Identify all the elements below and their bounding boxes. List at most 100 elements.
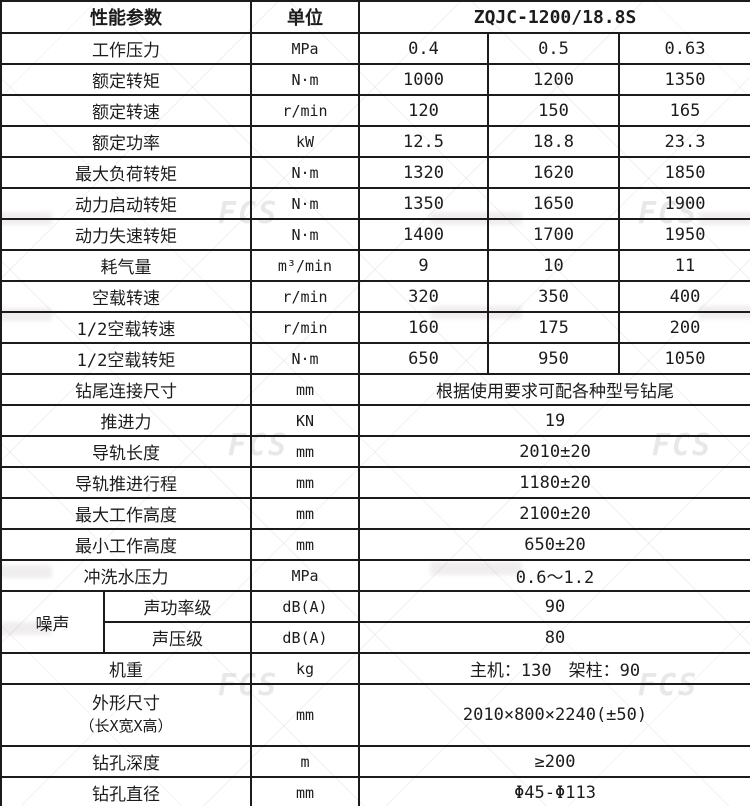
value-cell: 1650 xyxy=(487,187,620,220)
param-label: 钻孔直径 xyxy=(0,776,252,806)
unit-cell: mm xyxy=(250,466,360,499)
value-cell: 0.63 xyxy=(617,32,750,65)
table-row: 钻孔直径 mm Φ45-Φ113 xyxy=(0,776,750,806)
table-row: 冲洗水压力 MPa 0.6～1.2 xyxy=(0,559,750,592)
unit-cell: N·m xyxy=(250,342,360,375)
table-row: 钻孔深度 m ≥200 xyxy=(0,745,750,778)
value-cell: 根据使用要求可配各种型号钻尾 xyxy=(357,373,750,406)
table-row: 空载转速 r/min 320 350 400 xyxy=(0,280,750,313)
table-row: 最小工作高度 mm 650±20 xyxy=(0,528,750,561)
param-label: 钻尾连接尺寸 xyxy=(0,373,252,406)
unit-cell: MPa xyxy=(250,32,360,65)
unit-cell: r/min xyxy=(250,280,360,313)
unit-cell: mm xyxy=(250,435,360,468)
unit-cell: KN xyxy=(250,404,360,437)
param-label: 导轨长度 xyxy=(0,435,252,468)
table-row: 耗气量 m³/min 9 10 11 xyxy=(0,249,750,282)
unit-cell: r/min xyxy=(250,311,360,344)
value-cell: 200 xyxy=(617,311,750,344)
unit-cell: m³/min xyxy=(250,249,360,282)
unit-cell: kW xyxy=(250,125,360,158)
unit-cell: N·m xyxy=(250,63,360,96)
unit-cell: r/min xyxy=(250,94,360,127)
table-header-row: 性能参数 单位 ZQJC-1200/18.8S xyxy=(0,0,750,34)
value-cell: 165 xyxy=(617,94,750,127)
value-cell: 350 xyxy=(487,280,620,313)
table-row: 额定转速 r/min 120 150 165 xyxy=(0,94,750,127)
noise-group-label: 噪声 xyxy=(0,590,105,654)
table-row: 钻尾连接尺寸 mm 根据使用要求可配各种型号钻尾 xyxy=(0,373,750,406)
table-row: 导轨推进行程 mm 1180±20 xyxy=(0,466,750,499)
value-cell: 950 xyxy=(487,342,620,375)
param-label: 1/2空载转速 xyxy=(0,311,252,344)
unit-cell: m xyxy=(250,745,360,778)
param-label: 导轨推进行程 xyxy=(0,466,252,499)
param-label: 动力失速转矩 xyxy=(0,218,252,251)
param-label: 额定转速 xyxy=(0,94,252,127)
param-label: 冲洗水压力 xyxy=(0,559,252,592)
value-cell: 1850 xyxy=(617,156,750,189)
value-cell: 160 xyxy=(358,311,489,344)
value-cell: 320 xyxy=(358,280,489,313)
unit-cell: MPa xyxy=(250,559,360,592)
value-cell: Φ45-Φ113 xyxy=(357,776,750,806)
dim-label-line1: 外形尺寸 xyxy=(92,694,160,715)
value-cell: ≥200 xyxy=(357,745,750,778)
value-cell: 1700 xyxy=(487,218,620,251)
value-cell: 175 xyxy=(487,311,620,344)
header-model: ZQJC-1200/18.8S xyxy=(357,0,750,34)
table-row: 最大负荷转矩 N·m 1320 1620 1850 xyxy=(0,156,750,189)
param-label: 钻孔深度 xyxy=(0,745,252,778)
table-row: 1/2空载转矩 N·m 650 950 1050 xyxy=(0,342,750,375)
param-label: 额定转矩 xyxy=(0,63,252,96)
noise-row-1: 噪声 声功率级 dB(A) 90 xyxy=(0,590,750,654)
table-row: 推进力 KN 19 xyxy=(0,404,750,437)
value-cell: 主机：130 架柱：90 xyxy=(357,652,750,685)
unit-cell: mm xyxy=(250,776,360,806)
param-label: 最大负荷转矩 xyxy=(0,156,252,189)
table-row: 1/2空载转速 r/min 160 175 200 xyxy=(0,311,750,344)
table-row: 外形尺寸 （长X宽X高） mm 2010×800×2240(±50) xyxy=(0,683,750,747)
table-row: 动力启动转矩 N·m 1350 1650 1900 xyxy=(0,187,750,220)
unit-cell: dB(A) xyxy=(250,590,360,623)
value-cell: 0.5 xyxy=(487,32,620,65)
value-cell: 1200 xyxy=(487,63,620,96)
param-label: 推进力 xyxy=(0,404,252,437)
value-cell: 1400 xyxy=(358,218,489,251)
unit-cell: N·m xyxy=(250,218,360,251)
unit-cell: kg xyxy=(250,652,360,685)
value-cell: 90 xyxy=(357,590,750,623)
value-cell: 1350 xyxy=(617,63,750,96)
value-cell: 1950 xyxy=(617,218,750,251)
value-cell: 650 xyxy=(358,342,489,375)
value-cell: 23.3 xyxy=(617,125,750,158)
param-label: 工作压力 xyxy=(0,32,252,65)
dim-label-line2: （长X宽X高） xyxy=(79,717,173,736)
unit-cell: N·m xyxy=(250,187,360,220)
value-cell: 11 xyxy=(617,249,750,282)
value-cell: 18.8 xyxy=(487,125,620,158)
value-cell: 2100±20 xyxy=(357,497,750,530)
unit-cell: N·m xyxy=(250,156,360,189)
value-cell: 400 xyxy=(617,280,750,313)
param-label: 空载转速 xyxy=(0,280,252,313)
param-label: 动力启动转矩 xyxy=(0,187,252,220)
unit-cell: mm xyxy=(250,528,360,561)
value-cell: 1320 xyxy=(358,156,489,189)
value-cell: 0.4 xyxy=(358,32,489,65)
header-unit: 单位 xyxy=(250,0,360,34)
value-cell: 1900 xyxy=(617,187,750,220)
value-cell: 1050 xyxy=(617,342,750,375)
value-cell: 19 xyxy=(357,404,750,437)
table-row: 最大工作高度 mm 2100±20 xyxy=(0,497,750,530)
value-cell: 1350 xyxy=(358,187,489,220)
value-cell: 150 xyxy=(487,94,620,127)
table-row: 机重 kg 主机：130 架柱：90 xyxy=(0,652,750,685)
unit-cell: dB(A) xyxy=(250,621,360,654)
unit-cell: mm xyxy=(250,683,360,747)
param-label: 1/2空载转矩 xyxy=(0,342,252,375)
table-row: 额定转矩 N·m 1000 1200 1350 xyxy=(0,63,750,96)
table-row: 额定功率 kW 12.5 18.8 23.3 xyxy=(0,125,750,158)
